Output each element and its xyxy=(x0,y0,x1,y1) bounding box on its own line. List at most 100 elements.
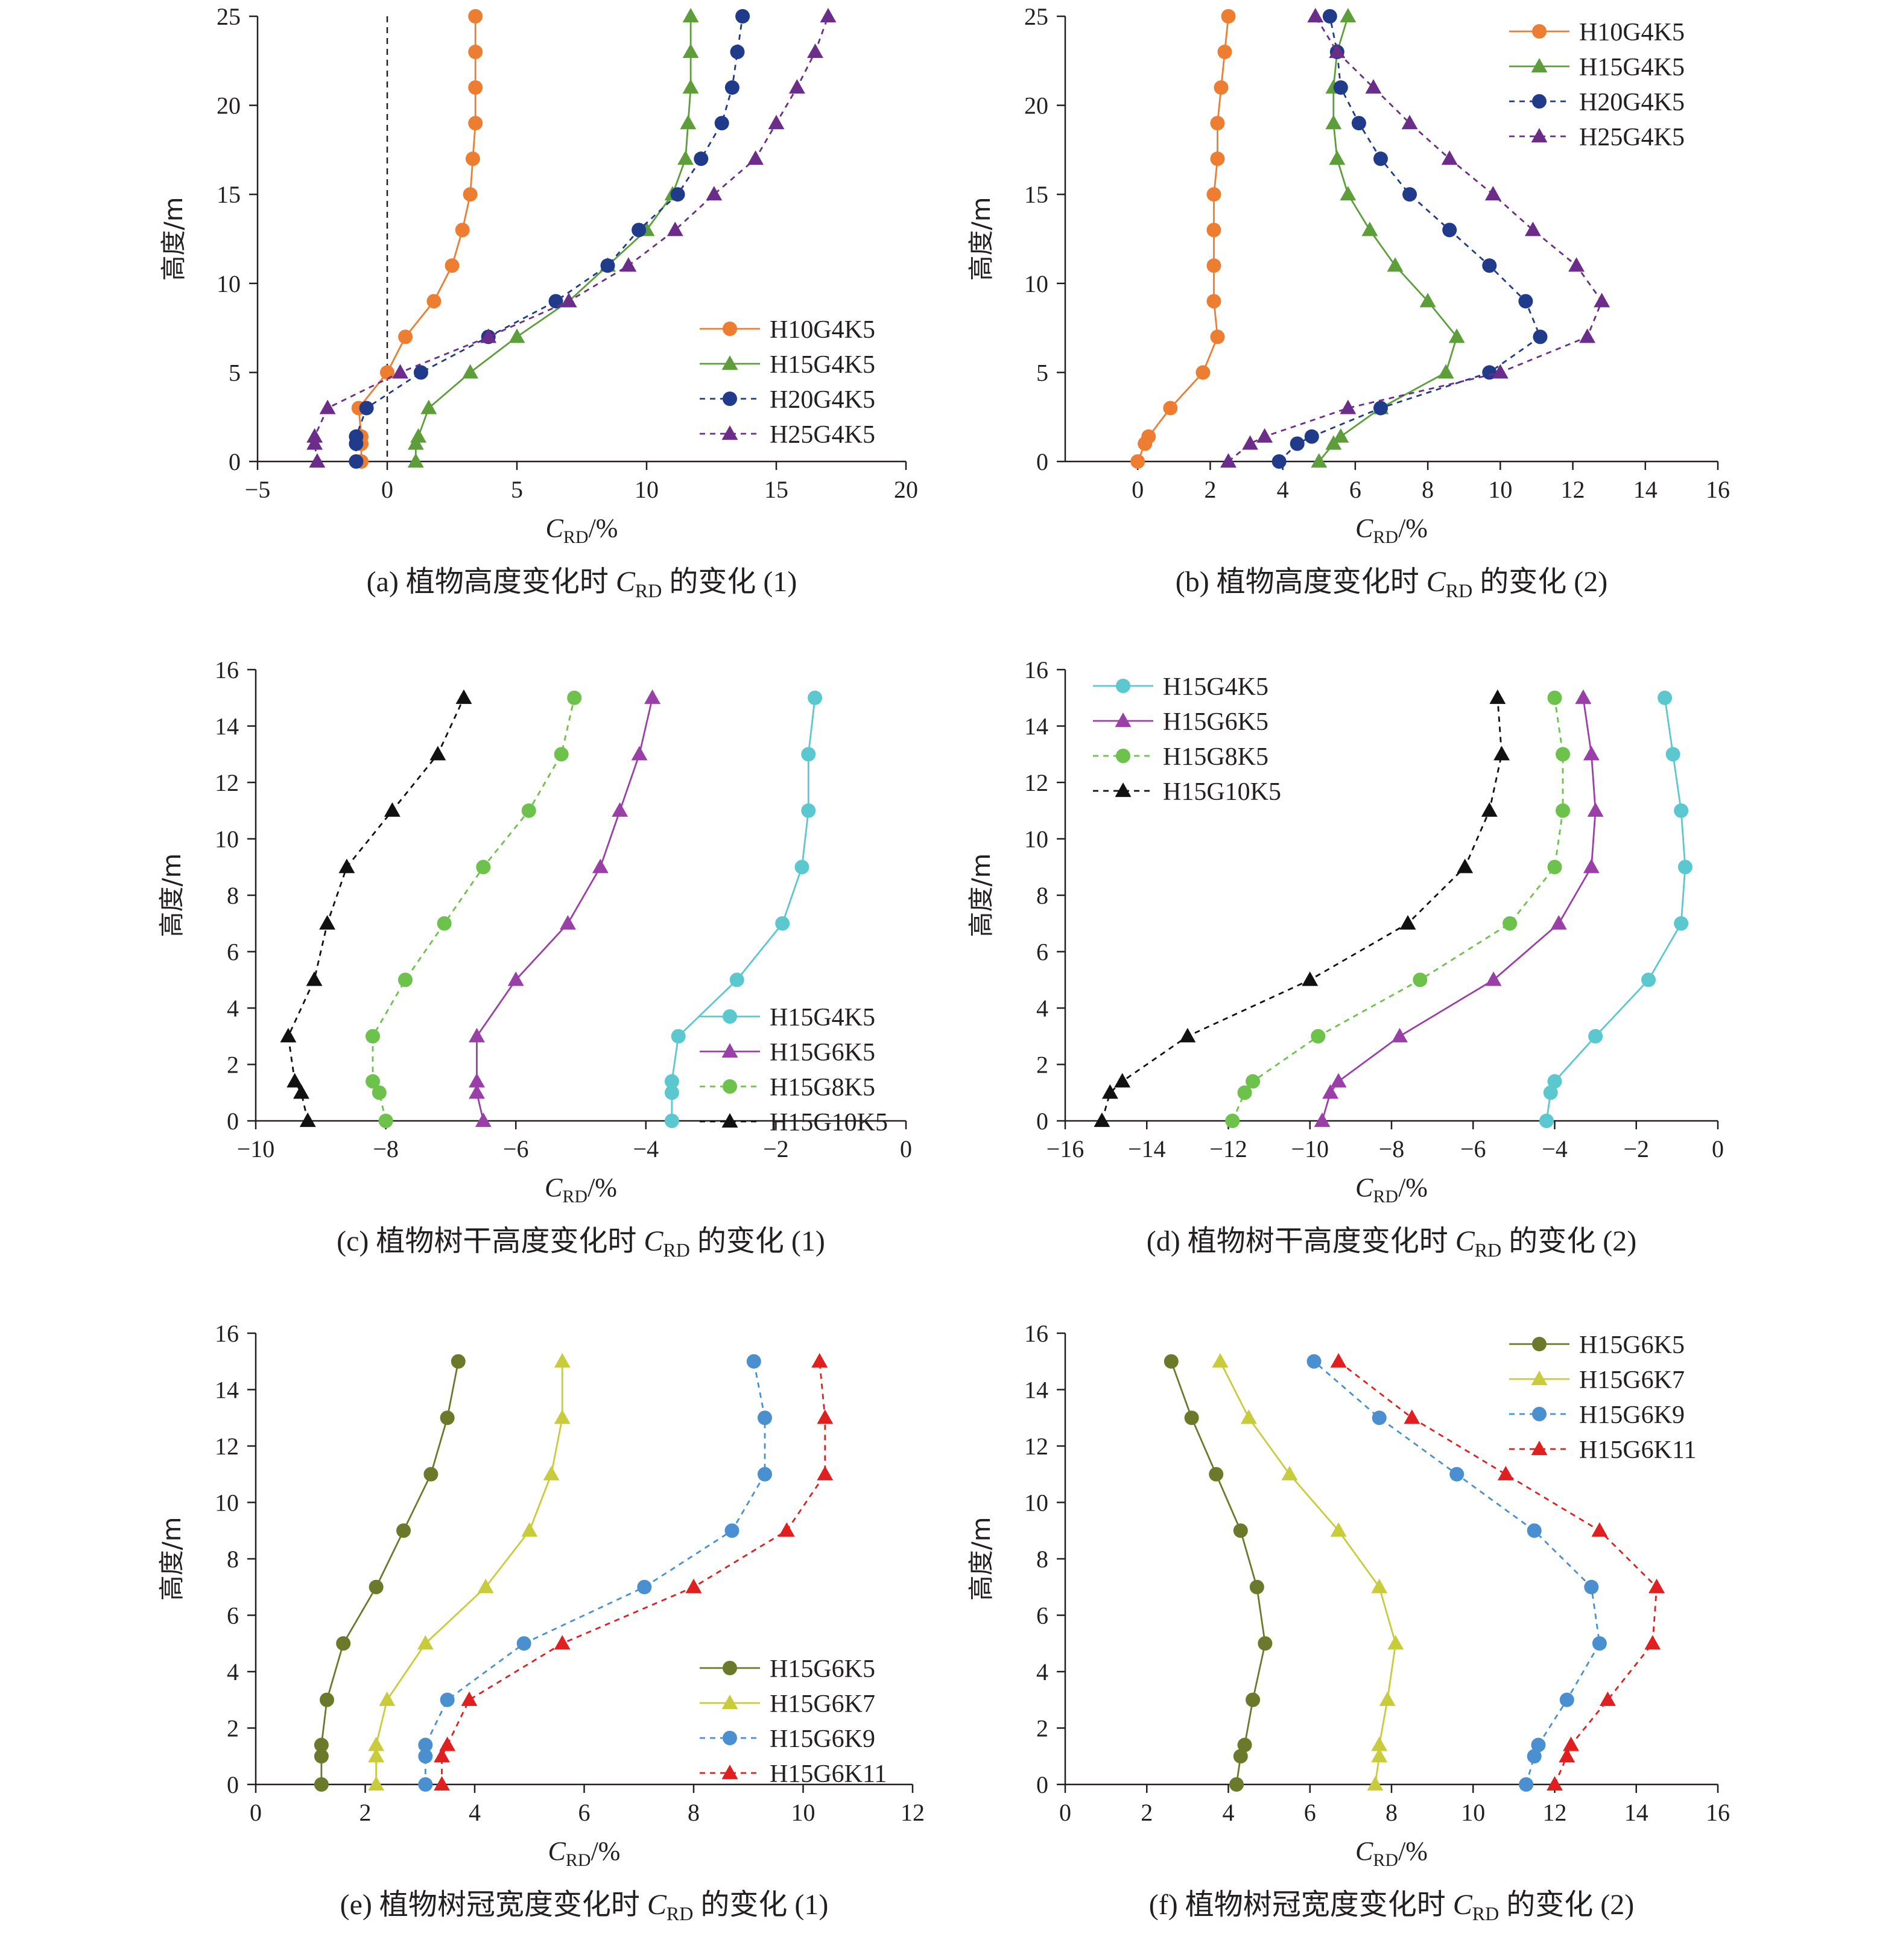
x-axis-title: CRD​/% xyxy=(546,513,618,547)
legend-label: H15G10K5 xyxy=(770,1109,888,1137)
panel-caption: (c) 植物树干高度变化时 CRD​ 的变化 (1) xyxy=(337,1225,825,1261)
legend-marker xyxy=(1532,1407,1547,1421)
x-axis-title: CRD​/% xyxy=(1355,1173,1428,1207)
data-point-H15G6K9 xyxy=(1527,1523,1542,1538)
y-tick-label: 10 xyxy=(215,1489,239,1517)
data-point-H10G4K5 xyxy=(380,365,394,380)
data-point-H15G6K11 xyxy=(1644,1635,1661,1650)
series-line-H15G6K7 xyxy=(1219,1361,1397,1785)
y-tick-label: 8 xyxy=(227,1546,239,1573)
data-point-H15G6K9 xyxy=(1449,1467,1465,1482)
legend-marker xyxy=(721,355,738,370)
data-point-H15G6K7 xyxy=(1330,1522,1347,1537)
series-line-H20G4K5 xyxy=(355,16,744,461)
data-point-H15G10K5 xyxy=(319,915,336,930)
data-point-H15G6K9 xyxy=(1527,1749,1542,1764)
legend: H10G4K5 H15G4K5 H20G4K5 H25G4K5 xyxy=(1509,19,1685,151)
panel-d: −16 −14 −12 −10 −8 −6 −4 −2 0 0 2 4 6 8 10 12 14 16 H15G4K… xyxy=(966,656,1724,1261)
data-point-H25G4K5 xyxy=(392,364,408,379)
y-tick-label: 14 xyxy=(1024,1377,1048,1404)
data-point-H20G4K5 xyxy=(632,223,647,238)
data-point-H15G8K5 xyxy=(1556,803,1571,818)
data-point-H25G4K5 xyxy=(1256,428,1273,443)
data-point-H10G4K5 xyxy=(1221,9,1236,24)
data-point-H15G6K11 xyxy=(1547,1776,1563,1791)
legend-marker xyxy=(723,1731,737,1745)
data-point-H20G4K5 xyxy=(1533,329,1548,344)
data-point-H15G6K11 xyxy=(817,1409,834,1424)
data-point-H15G6K11 xyxy=(554,1635,571,1650)
data-point-H25G4K5 xyxy=(1340,399,1357,414)
series-line-H25G4K5 xyxy=(1227,16,1603,463)
legend-label: H15G4K5 xyxy=(770,351,875,379)
data-point-H15G6K9 xyxy=(724,1523,739,1538)
data-point-H20G4K5 xyxy=(1322,9,1337,24)
data-point-H15G6K5 xyxy=(314,1737,329,1752)
legend: H15G4K5 H15G6K5 H15G8K5 H15G10K5 xyxy=(700,1004,888,1137)
legend-marker xyxy=(1531,128,1548,143)
y-tick-label: 6 xyxy=(227,939,239,966)
data-point-H15G6K5 xyxy=(560,915,576,930)
y-tick-label: 14 xyxy=(215,1377,239,1404)
data-point-H15G10K5 xyxy=(1489,689,1506,704)
legend-marker xyxy=(721,1695,738,1710)
legend-marker xyxy=(1532,94,1547,109)
data-point-H15G4K5 xyxy=(794,860,809,875)
x-tick-label: −14 xyxy=(1128,1135,1166,1162)
data-point-H15G6K7 xyxy=(554,1353,571,1368)
data-point-H15G10K5 xyxy=(1179,1027,1196,1042)
data-point-H15G6K9 xyxy=(1306,1354,1322,1369)
data-point-H20G4K5 xyxy=(413,365,428,380)
y-tick-label: 14 xyxy=(1024,713,1048,740)
series-line-H15G10K5 xyxy=(287,697,465,1121)
data-point-H15G6K5 xyxy=(440,1410,455,1426)
data-point-H15G4K5 xyxy=(1329,150,1346,165)
data-point-H15G8K5 xyxy=(1311,1029,1326,1044)
x-tick-label: 6 xyxy=(578,1799,591,1826)
x-tick-label: 2 xyxy=(1204,476,1216,503)
x-tick-label: 0 xyxy=(1059,1799,1071,1826)
data-point-H15G6K7 xyxy=(417,1635,434,1650)
data-point-H15G6K9 xyxy=(516,1636,531,1651)
y-tick-label: 10 xyxy=(215,826,239,853)
data-point-H15G6K5 xyxy=(469,1084,485,1099)
data-point-H25G4K5 xyxy=(480,328,497,343)
panel-caption: (a) 植物高度变化时 CRD​ 的变化 (1) xyxy=(367,566,797,601)
data-point-H15G6K11 xyxy=(434,1776,450,1791)
x-tick-label: 10 xyxy=(1461,1799,1485,1826)
data-point-H15G6K11 xyxy=(811,1353,828,1368)
legend-marker xyxy=(1531,1441,1548,1456)
panel-a: −5 0 5 10 15 200510152025H10G4K5H15G4K5H20G4K… xyxy=(159,3,918,601)
data-point-H20G4K5 xyxy=(724,80,739,95)
y-tick-label: 4 xyxy=(227,995,239,1022)
data-point-H20G4K5 xyxy=(714,116,729,131)
data-point-H15G4K5 xyxy=(1674,916,1689,931)
data-point-H10G4K5 xyxy=(1206,223,1221,238)
y-tick-label: 12 xyxy=(215,1433,239,1460)
data-point-H15G8K5 xyxy=(366,1074,381,1089)
x-tick-label: 15 xyxy=(764,476,788,503)
data-point-H15G6K11 xyxy=(1563,1736,1579,1751)
data-point-H10G4K5 xyxy=(1130,454,1145,469)
legend-marker xyxy=(723,322,737,336)
data-point-H25G4K5 xyxy=(1329,43,1346,59)
data-point-H15G6K5 xyxy=(1587,802,1604,817)
data-point-H15G6K9 xyxy=(757,1410,772,1426)
data-point-H15G6K9 xyxy=(418,1737,433,1752)
data-point-H15G6K5 xyxy=(644,689,661,704)
legend-label: H15G6K7 xyxy=(770,1690,875,1718)
legend-marker xyxy=(1532,1337,1547,1351)
data-point-H15G10K5 xyxy=(1457,858,1474,874)
data-point-H15G8K5 xyxy=(397,972,413,988)
series-line-H25G4K5 xyxy=(314,16,829,462)
legend-label: H10G4K5 xyxy=(1579,19,1685,46)
series-line-H15G6K5 xyxy=(1321,697,1597,1121)
data-point-H15G10K5 xyxy=(1399,915,1416,930)
data-point-H15G6K11 xyxy=(778,1522,795,1537)
y-tick-label: 12 xyxy=(215,769,239,796)
x-tick-label: 4 xyxy=(1223,1799,1235,1826)
y-tick-label: 0 xyxy=(227,1108,239,1135)
data-point-H15G6K5 xyxy=(1575,689,1592,704)
x-tick-label: −8 xyxy=(373,1135,399,1162)
